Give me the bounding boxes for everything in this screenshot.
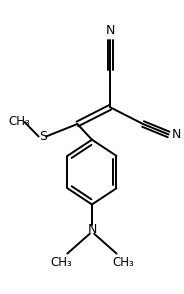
Text: S: S [39,130,47,143]
Text: N: N [171,128,181,141]
Text: N: N [87,223,97,236]
Text: CH₃: CH₃ [50,256,72,269]
Text: CH₃: CH₃ [112,256,134,269]
Text: CH₃: CH₃ [8,116,30,128]
Text: N: N [105,24,115,37]
